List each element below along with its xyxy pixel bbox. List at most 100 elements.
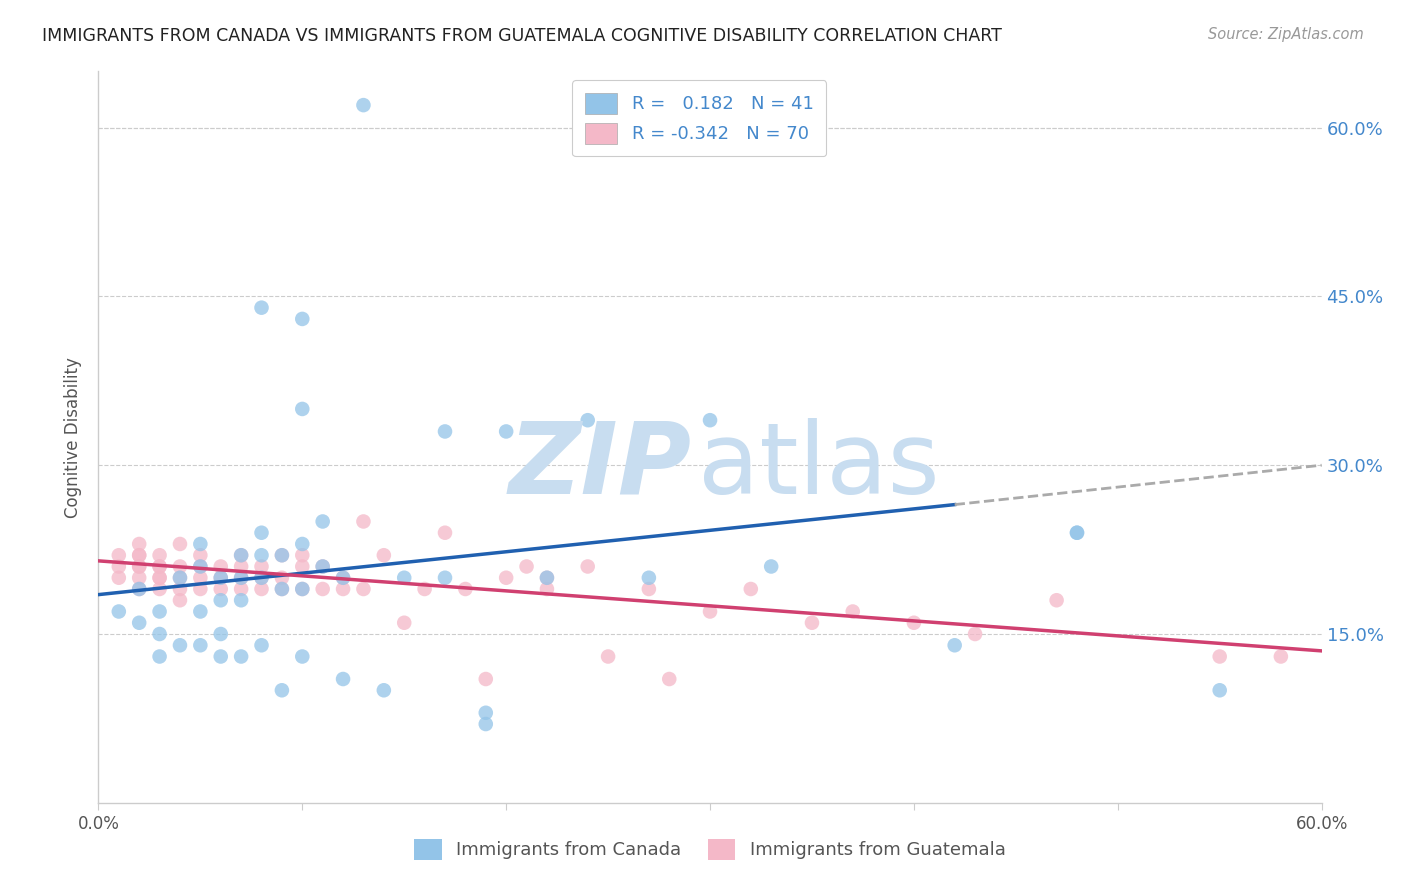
Point: [291, 401, 314, 416]
Point: [943, 638, 966, 652]
Point: [1066, 525, 1088, 540]
Point: [231, 593, 253, 607]
Point: [413, 582, 436, 596]
Point: [149, 649, 172, 664]
Point: [474, 672, 498, 686]
Point: [637, 571, 661, 585]
Point: [332, 571, 354, 585]
Point: [312, 559, 335, 574]
Point: [291, 582, 314, 596]
Point: [903, 615, 925, 630]
Point: [169, 537, 191, 551]
Point: [128, 548, 150, 562]
Point: [128, 582, 150, 596]
Point: [434, 571, 457, 585]
Point: [108, 548, 131, 562]
Point: [637, 582, 661, 596]
Point: [495, 425, 517, 439]
Point: [250, 571, 273, 585]
Point: [250, 638, 273, 652]
Point: [352, 98, 374, 112]
Point: [149, 627, 172, 641]
Point: [188, 559, 212, 574]
Point: [1045, 593, 1069, 607]
Point: [149, 605, 172, 619]
Point: [699, 413, 721, 427]
Point: [209, 649, 232, 664]
Point: [270, 548, 294, 562]
Point: [576, 413, 599, 427]
Point: [108, 571, 131, 585]
Point: [373, 683, 395, 698]
Point: [169, 593, 191, 607]
Point: [536, 582, 558, 596]
Point: [250, 571, 273, 585]
Point: [188, 582, 212, 596]
Point: [454, 582, 477, 596]
Point: [169, 571, 191, 585]
Point: [128, 537, 150, 551]
Point: [149, 559, 172, 574]
Point: [536, 571, 558, 585]
Point: [209, 582, 232, 596]
Point: [108, 605, 131, 619]
Point: [332, 582, 354, 596]
Point: [291, 537, 314, 551]
Point: [149, 571, 172, 585]
Point: [291, 559, 314, 574]
Point: [801, 615, 824, 630]
Point: [474, 717, 498, 731]
Point: [576, 559, 599, 574]
Point: [231, 548, 253, 562]
Point: [536, 571, 558, 585]
Text: Source: ZipAtlas.com: Source: ZipAtlas.com: [1208, 27, 1364, 42]
Point: [250, 548, 273, 562]
Point: [188, 638, 212, 652]
Point: [209, 627, 232, 641]
Point: [312, 515, 335, 529]
Point: [1066, 525, 1088, 540]
Point: [658, 672, 681, 686]
Point: [149, 571, 172, 585]
Point: [188, 548, 212, 562]
Point: [312, 582, 335, 596]
Text: ZIP: ZIP: [509, 417, 692, 515]
Point: [250, 582, 273, 596]
Point: [965, 627, 987, 641]
Point: [128, 571, 150, 585]
Point: [312, 559, 335, 574]
Point: [128, 582, 150, 596]
Point: [231, 571, 253, 585]
Point: [373, 548, 395, 562]
Point: [699, 605, 721, 619]
Point: [188, 605, 212, 619]
Point: [270, 571, 294, 585]
Point: [270, 582, 294, 596]
Point: [270, 683, 294, 698]
Point: [231, 548, 253, 562]
Point: [841, 605, 863, 619]
Point: [495, 571, 517, 585]
Point: [270, 548, 294, 562]
Point: [231, 582, 253, 596]
Point: [128, 559, 150, 574]
Point: [209, 593, 232, 607]
Point: [231, 649, 253, 664]
Point: [598, 649, 620, 664]
Point: [291, 582, 314, 596]
Point: [231, 559, 253, 574]
Point: [270, 582, 294, 596]
Point: [128, 548, 150, 562]
Point: [188, 559, 212, 574]
Point: [169, 638, 191, 652]
Point: [209, 571, 232, 585]
Point: [209, 559, 232, 574]
Point: [332, 672, 354, 686]
Point: [761, 559, 783, 574]
Point: [1209, 649, 1232, 664]
Point: [149, 582, 172, 596]
Point: [740, 582, 762, 596]
Point: [332, 571, 354, 585]
Point: [188, 537, 212, 551]
Point: [250, 559, 273, 574]
